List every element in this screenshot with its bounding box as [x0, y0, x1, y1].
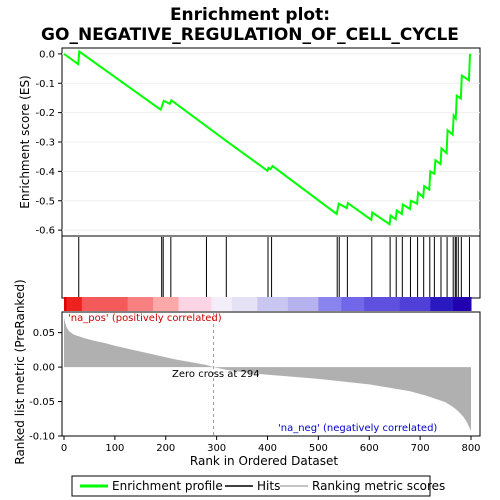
metric-y-tick-label: 0.05 — [33, 328, 55, 339]
es-y-tick-label: -0.2 — [35, 108, 55, 119]
es-y-tick-label: -0.3 — [35, 138, 55, 149]
legend-hits-label: Hits — [257, 479, 280, 493]
x-tick-label: 800 — [461, 443, 480, 454]
x-tick-label: 300 — [207, 443, 226, 454]
es-y-axis-label: Enrichment score (ES) — [18, 75, 32, 208]
x-tick-label: 400 — [258, 443, 277, 454]
x-tick-label: 0 — [61, 443, 67, 454]
heatmap-segment — [318, 297, 341, 311]
heatmap-segment — [128, 297, 154, 311]
chart-title-line2: GO_NEGATIVE_REGULATION_OF_CELL_CYCLE — [41, 25, 459, 45]
heatmap-segment — [82, 297, 128, 311]
es-y-tick-label: -0.6 — [35, 226, 55, 237]
es-panel: 0.0 -0.1 -0.2 -0.3 -0.4 -0.5 -0.6 Enrichment s… — [18, 48, 480, 298]
heatmap-segment — [67, 297, 83, 311]
x-tick-label: 500 — [309, 443, 328, 454]
rank-heatmap-bar — [64, 297, 472, 311]
heatmap-segment — [212, 297, 233, 311]
x-tick-label: 700 — [411, 443, 430, 454]
x-tick-label: 600 — [360, 443, 379, 454]
metric-x-ticks: 0 100 200 300 400 500 600 700 800 — [61, 436, 481, 454]
heatmap-segment — [400, 297, 431, 311]
es-y-ticks: 0.0 -0.1 -0.2 -0.3 -0.4 -0.5 -0.6 — [35, 49, 62, 236]
chart-title-line1: Enrichment plot: — [170, 5, 330, 25]
zero-cross-label: Zero cross at 294 — [172, 369, 260, 380]
es-y-tick-label: -0.1 — [35, 79, 55, 90]
legend-metric-label: Ranking metric scores — [312, 479, 445, 493]
heatmap-segment — [341, 297, 364, 311]
es-y-tick-label: -0.4 — [35, 167, 55, 178]
heatmap-segment — [178, 297, 212, 311]
legend-enrichment-label: Enrichment profile — [112, 479, 223, 493]
heatmap-segment — [453, 297, 471, 311]
x-tick-label: 200 — [156, 443, 175, 454]
metric-y-ticks: 0.05 0.00 -0.05 -0.10 — [29, 328, 62, 442]
x-tick-label: 100 — [105, 443, 124, 454]
heatmap-segment — [257, 297, 288, 311]
metric-y-axis-label: Ranked list metric (PreRanked) — [13, 279, 27, 464]
metric-y-tick-label: 0.00 — [33, 363, 55, 374]
heatmap-segment — [288, 297, 319, 311]
hit-markers — [62, 236, 480, 298]
negative-correlation-label: 'na_neg' (negatively correlated) — [278, 423, 437, 434]
es-y-tick-label: -0.5 — [35, 196, 55, 207]
es-y-tick-label: 0.0 — [39, 49, 55, 60]
heatmap-segment — [153, 297, 179, 311]
metric-y-tick-label: -0.10 — [29, 432, 55, 443]
metric-y-tick-label: -0.05 — [29, 397, 55, 408]
heatmap-segment — [430, 297, 453, 311]
positive-correlation-label: 'na_pos' (positively correlated) — [68, 313, 222, 324]
x-axis-label: Rank in Ordered Dataset — [190, 454, 338, 468]
heatmap-segment — [364, 297, 400, 311]
heatmap-segment — [232, 297, 258, 311]
legend: Enrichment profile Hits Ranking metric s… — [72, 476, 445, 496]
